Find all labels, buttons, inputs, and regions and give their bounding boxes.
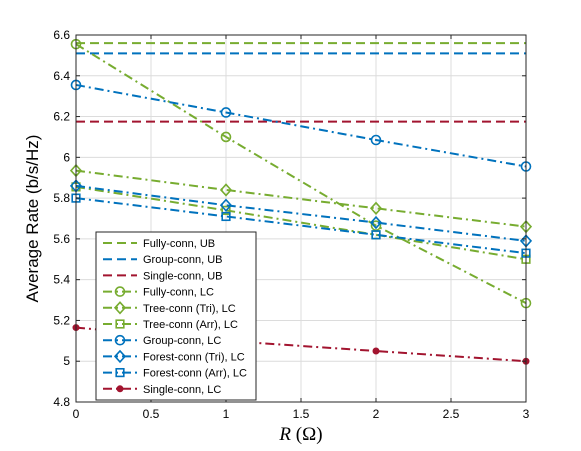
legend: Fully-conn, UB Group-conn, UB Single-conn,… [95, 231, 257, 401]
legend-label: Group-conn, UB [143, 254, 222, 266]
data-point [370, 134, 382, 146]
legend-label: Tree-conn (Arr), LC [143, 319, 238, 331]
legend-label: Single-conn, LC [143, 384, 221, 396]
data-point [369, 215, 383, 230]
y-tick-label: 5 [63, 354, 70, 368]
legend-label: Tree-conn (Tri), LC [143, 303, 236, 315]
y-tick-label: 5.2 [53, 313, 70, 327]
data-point [371, 230, 381, 240]
legend-marker [115, 319, 125, 329]
legend-item: Group-conn, LC [103, 334, 221, 347]
x-tick-label: 3 [523, 407, 530, 421]
x-tick-label: 2.5 [443, 407, 460, 421]
series-line [75, 83, 527, 168]
x-tick-label: 0 [73, 407, 80, 421]
legend-label: Fully-conn, UB [143, 238, 215, 250]
legend-item: Group-conn, UB [103, 254, 222, 266]
data-point [221, 205, 231, 215]
legend-marker [113, 349, 127, 364]
legend-marker [116, 385, 124, 393]
legend-marker [113, 301, 127, 315]
data-point [219, 183, 233, 197]
x-tick-label: 0.5 [143, 407, 160, 421]
y-tick-label: 5.8 [53, 191, 70, 205]
data-point [220, 131, 232, 143]
legend-label: Single-conn, UB [143, 270, 223, 282]
legend-item: Fully-conn, LC [103, 286, 214, 299]
y-tick-label: 6 [63, 150, 70, 164]
legend-item: Single-conn, UB [103, 270, 223, 282]
legend-item: Single-conn, LC [103, 384, 221, 396]
y-axis-label: Average Rate (b/s/Hz) [23, 135, 42, 303]
legend-label: Forest-conn (Arr), LC [143, 368, 247, 380]
series-group [69, 38, 533, 365]
x-tick-label: 2 [373, 407, 380, 421]
x-axis-label: R (Ω) [278, 424, 322, 445]
y-tick-label: 6.6 [53, 28, 70, 42]
y-tick-label: 6.4 [53, 69, 70, 83]
data-point [221, 211, 231, 222]
data-point [372, 347, 380, 355]
legend-label: Group-conn, LC [143, 335, 221, 347]
legend-item: Forest-conn (Arr), LC [103, 368, 247, 380]
data-point [370, 220, 382, 231]
legend-label: Fully-conn, LC [143, 287, 214, 299]
legend-label: Forest-conn (Tri), LC [143, 351, 245, 363]
legend-item: Tree-conn (Tri), LC [103, 301, 236, 315]
legend-marker [114, 334, 126, 346]
legend-item: Forest-conn (Tri), LC [103, 349, 245, 364]
y-tick-label: 4.8 [53, 395, 70, 409]
data-point [219, 198, 233, 212]
ticks: 0 0.5 1 1.5 2 2.5 3 4.8 5 5.2 5.4 5.6 5.8 6 6.2 6.4 6.6 [53, 28, 529, 421]
legend-item: Tree-conn (Arr), LC [103, 319, 238, 331]
y-tick-label: 5.4 [53, 273, 70, 287]
data-point [369, 201, 383, 215]
legend-item: Fully-conn, UB [103, 238, 215, 250]
legend-marker [115, 367, 125, 378]
y-tick-label: 5.6 [53, 232, 70, 246]
legend-marker [114, 286, 126, 297]
x-tick-label: 1.5 [293, 407, 310, 421]
y-tick-label: 6.2 [53, 110, 70, 124]
data-point [220, 107, 232, 118]
x-tick-label: 1 [223, 407, 230, 421]
